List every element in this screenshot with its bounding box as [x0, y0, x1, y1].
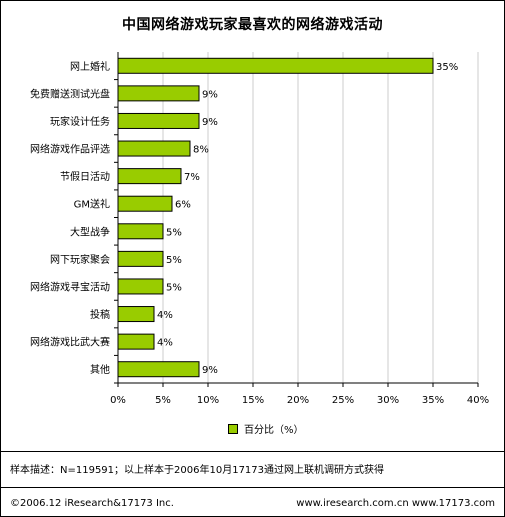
chart-title: 中国网络游戏玩家最喜欢的网络游戏活动	[122, 17, 383, 33]
bar	[117, 57, 434, 74]
category-label: 其他	[90, 363, 110, 376]
legend-swatch	[228, 423, 238, 434]
value-label: 9%	[202, 117, 218, 128]
bar	[117, 278, 164, 295]
category-label: 大型战争	[70, 225, 110, 238]
bar	[117, 195, 173, 212]
x-tick-label: 35%	[422, 395, 444, 406]
bar	[117, 223, 164, 240]
bar	[117, 168, 182, 185]
x-tick-label: 25%	[332, 395, 354, 406]
value-label: 4%	[157, 338, 173, 349]
value-label: 5%	[166, 255, 182, 266]
sample-note: 样本描述：N=119591；以上样本于2006年10月17173通过网上联机调研…	[10, 465, 385, 476]
bar	[117, 140, 191, 157]
value-label: 4%	[157, 310, 173, 321]
website-links: www.iresearch.com.cn www.17173.com	[296, 498, 495, 509]
divider-top	[0, 451, 505, 452]
x-tick-label: 0%	[110, 395, 126, 406]
category-label: 玩家设计任务	[50, 115, 110, 128]
category-label: 网络游戏寻宝活动	[30, 280, 110, 293]
bar	[117, 112, 200, 129]
category-label: 投稿	[90, 308, 110, 321]
x-tick-label: 15%	[242, 395, 264, 406]
legend-label: 百分比（%）	[244, 425, 304, 436]
legend: 百分比（%）	[228, 421, 304, 436]
bar	[117, 333, 155, 350]
bar	[117, 250, 164, 267]
category-label: 网络游戏比武大赛	[30, 336, 110, 349]
category-label: GM送礼	[74, 198, 110, 211]
value-label: 7%	[184, 172, 200, 183]
x-tick-label: 30%	[377, 395, 399, 406]
category-label: 网上婚礼	[70, 60, 110, 73]
category-label: 节假日活动	[60, 170, 110, 183]
value-label: 9%	[202, 365, 218, 376]
value-label: 6%	[175, 200, 191, 211]
value-label: 5%	[166, 282, 182, 293]
x-tick-label: 5%	[155, 395, 171, 406]
divider-bottom	[0, 487, 505, 488]
value-label: 35%	[436, 62, 458, 73]
category-label: 网下玩家聚会	[50, 253, 110, 266]
category-label: 免费赠送测试光盘	[30, 87, 110, 100]
value-label: 5%	[166, 227, 182, 238]
x-tick-label: 20%	[287, 395, 309, 406]
category-label: 网络游戏作品评选	[30, 143, 110, 156]
value-label: 8%	[193, 145, 209, 156]
bar	[117, 306, 155, 323]
bar	[117, 85, 200, 102]
x-tick-label: 10%	[197, 395, 219, 406]
x-tick-label: 40%	[467, 395, 489, 406]
bar	[117, 361, 200, 378]
value-label: 9%	[202, 89, 218, 100]
copyright: ©2006.12 iResearch&17173 Inc.	[10, 498, 174, 509]
